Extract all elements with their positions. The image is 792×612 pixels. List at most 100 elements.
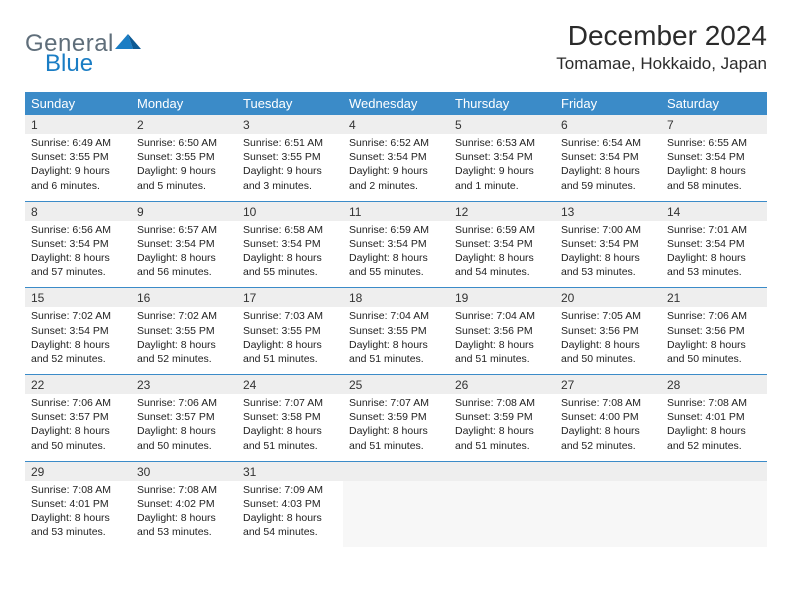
daylight-line: Daylight: 8 hours and 55 minutes.: [349, 251, 443, 279]
day-content-cell: Sunrise: 6:50 AMSunset: 3:55 PMDaylight:…: [131, 134, 237, 201]
header: General Blue December 2024 Tomamae, Hokk…: [25, 20, 767, 78]
sunset-line: Sunset: 3:56 PM: [667, 324, 761, 338]
sunset-line: Sunset: 3:59 PM: [455, 410, 549, 424]
day-header: Wednesday: [343, 92, 449, 115]
day-number-cell: 27: [555, 375, 661, 395]
sunset-line: Sunset: 3:59 PM: [349, 410, 443, 424]
sunrise-line: Sunrise: 7:08 AM: [137, 483, 231, 497]
week-content-row: Sunrise: 7:06 AMSunset: 3:57 PM Daylight:…: [25, 394, 767, 461]
daylight-line: Daylight: 8 hours and 51 minutes.: [243, 424, 337, 452]
sunrise-line: Sunrise: 7:08 AM: [561, 396, 655, 410]
logo-text-blue: Blue: [45, 50, 141, 78]
daylight-line: Daylight: 8 hours and 56 minutes.: [137, 251, 231, 279]
sunset-line: Sunset: 3:54 PM: [561, 237, 655, 251]
daylight-line: Daylight: 8 hours and 53 minutes.: [137, 511, 231, 539]
sunrise-line: Sunrise: 7:08 AM: [31, 483, 125, 497]
day-content-cell: [343, 481, 449, 548]
daylight-line: Daylight: 8 hours and 51 minutes.: [455, 424, 549, 452]
daylight-line: Daylight: 8 hours and 52 minutes.: [137, 338, 231, 366]
day-content-cell: Sunrise: 7:06 AMSunset: 3:57 PMDaylight:…: [25, 394, 131, 461]
sunset-line: Sunset: 3:54 PM: [561, 150, 655, 164]
sunset-line: Sunset: 3:55 PM: [137, 150, 231, 164]
day-content-cell: Sunrise: 6:58 AMSunset: 3:54 PMDaylight:…: [237, 221, 343, 288]
sunrise-line: Sunrise: 7:07 AM: [243, 396, 337, 410]
day-content-cell: Sunrise: 7:08 AMSunset: 3:59 PMDaylight:…: [449, 394, 555, 461]
sunrise-line: Sunrise: 7:00 AM: [561, 223, 655, 237]
daylight-line: Daylight: 8 hours and 53 minutes.: [31, 511, 125, 539]
day-content-cell: Sunrise: 7:02 AMSunset: 3:55 PMDaylight:…: [131, 307, 237, 374]
day-number-cell: 10: [237, 201, 343, 221]
day-content-cell: Sunrise: 7:00 AMSunset: 3:54 PMDaylight:…: [555, 221, 661, 288]
daylight-line: Daylight: 8 hours and 50 minutes.: [667, 338, 761, 366]
day-number-cell: 14: [661, 201, 767, 221]
sunset-line: Sunset: 3:57 PM: [31, 410, 125, 424]
day-number-cell: 11: [343, 201, 449, 221]
day-content-cell: [555, 481, 661, 548]
sunset-line: Sunset: 4:01 PM: [667, 410, 761, 424]
day-number-cell: 18: [343, 288, 449, 308]
day-number-cell: 19: [449, 288, 555, 308]
sunset-line: Sunset: 3:54 PM: [455, 150, 549, 164]
sunrise-line: Sunrise: 7:06 AM: [667, 309, 761, 323]
day-number-cell: 22: [25, 375, 131, 395]
daylight-line: Daylight: 8 hours and 53 minutes.: [561, 251, 655, 279]
day-content-cell: Sunrise: 7:08 AMSunset: 4:01 PMDaylight:…: [25, 481, 131, 548]
sunset-line: Sunset: 3:54 PM: [349, 150, 443, 164]
daylight-line: Daylight: 8 hours and 59 minutes.: [561, 164, 655, 192]
sunrise-line: Sunrise: 7:03 AM: [243, 309, 337, 323]
daylight-line: Daylight: 8 hours and 51 minutes.: [455, 338, 549, 366]
sunrise-line: Sunrise: 7:04 AM: [455, 309, 549, 323]
daylight-line: Daylight: 9 hours and 5 minutes.: [137, 164, 231, 192]
day-number-cell: 4: [343, 115, 449, 134]
daylight-line: Daylight: 8 hours and 51 minutes.: [349, 424, 443, 452]
sunrise-line: Sunrise: 6:55 AM: [667, 136, 761, 150]
daylight-line: Daylight: 8 hours and 50 minutes.: [137, 424, 231, 452]
week-daynum-row: 15161718192021: [25, 288, 767, 308]
week-daynum-row: 1234567: [25, 115, 767, 134]
logo-triangle-icon: [115, 31, 141, 51]
day-content-cell: Sunrise: 6:55 AMSunset: 3:54 PMDaylight:…: [661, 134, 767, 201]
sunrise-line: Sunrise: 6:59 AM: [349, 223, 443, 237]
day-content-cell: Sunrise: 6:52 AMSunset: 3:54 PMDaylight:…: [343, 134, 449, 201]
week-content-row: Sunrise: 7:02 AMSunset: 3:54 PMDaylight:…: [25, 307, 767, 374]
sunrise-line: Sunrise: 7:05 AM: [561, 309, 655, 323]
day-number-cell: 1: [25, 115, 131, 134]
day-content-cell: [449, 481, 555, 548]
sunrise-line: Sunrise: 6:49 AM: [31, 136, 125, 150]
day-header: Friday: [555, 92, 661, 115]
sunset-line: Sunset: 3:55 PM: [349, 324, 443, 338]
logo: General Blue: [25, 30, 141, 78]
day-number-cell: 6: [555, 115, 661, 134]
sunset-line: Sunset: 3:56 PM: [561, 324, 655, 338]
sunrise-line: Sunrise: 6:50 AM: [137, 136, 231, 150]
day-content-cell: Sunrise: 7:08 AMSunset: 4:00 PMDaylight:…: [555, 394, 661, 461]
day-number-cell: 7: [661, 115, 767, 134]
day-content-cell: Sunrise: 6:56 AMSunset: 3:54 PMDaylight:…: [25, 221, 131, 288]
daylight-line: Daylight: 8 hours and 54 minutes.: [455, 251, 549, 279]
sunrise-line: Sunrise: 6:54 AM: [561, 136, 655, 150]
day-number-cell: 31: [237, 461, 343, 481]
day-content-cell: Sunrise: 7:07 AMSunset: 3:59 PMDaylight:…: [343, 394, 449, 461]
day-number-cell: 17: [237, 288, 343, 308]
sunrise-line: Sunrise: 7:01 AM: [667, 223, 761, 237]
day-content-cell: Sunrise: 7:04 AMSunset: 3:56 PMDaylight:…: [449, 307, 555, 374]
sunrise-line: Sunrise: 7:08 AM: [455, 396, 549, 410]
sunset-line: Sunset: 3:54 PM: [31, 324, 125, 338]
daylight-line: Daylight: 9 hours and 3 minutes.: [243, 164, 337, 192]
day-content-cell: Sunrise: 6:51 AMSunset: 3:55 PMDaylight:…: [237, 134, 343, 201]
daylight-line: Daylight: 8 hours and 51 minutes.: [243, 338, 337, 366]
week-daynum-row: 293031: [25, 461, 767, 481]
sunrise-line: Sunrise: 7:04 AM: [349, 309, 443, 323]
sunrise-line: Sunrise: 7:06 AM: [31, 396, 125, 410]
sunrise-line: Sunrise: 6:53 AM: [455, 136, 549, 150]
day-number-cell: 28: [661, 375, 767, 395]
day-number-cell: 16: [131, 288, 237, 308]
sunrise-line: Sunrise: 7:08 AM: [667, 396, 761, 410]
day-number-cell: 3: [237, 115, 343, 134]
day-number-cell: 26: [449, 375, 555, 395]
day-content-cell: [661, 481, 767, 548]
day-content-cell: Sunrise: 6:59 AMSunset: 3:54 PMDaylight:…: [449, 221, 555, 288]
week-daynum-row: 22232425262728: [25, 375, 767, 395]
day-number-cell: 29: [25, 461, 131, 481]
day-header: Monday: [131, 92, 237, 115]
